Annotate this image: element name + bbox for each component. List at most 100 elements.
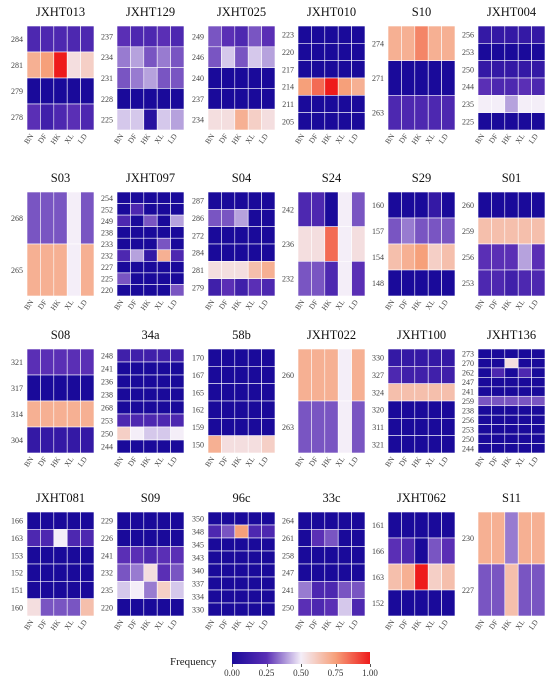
panel-title: 96c [232, 491, 251, 505]
heatmap-cell [116, 272, 131, 285]
heatmap-cell [387, 191, 402, 219]
row-label: 152 [372, 599, 384, 608]
panel-title: JXHT004 [487, 5, 537, 19]
column-label: DF [397, 455, 410, 468]
heatmap-cell [143, 25, 158, 48]
heatmap-cell [80, 103, 95, 131]
row-label: 273 [462, 350, 474, 359]
heatmap-cell [491, 60, 506, 79]
heatmap-cell [247, 550, 262, 565]
heatmap-cell [40, 400, 55, 428]
heatmap-cell [170, 214, 185, 227]
heatmap-cell [130, 25, 145, 48]
heatmap-cell [261, 576, 276, 591]
heatmap-cell [297, 261, 312, 297]
heatmap-cell [66, 598, 81, 617]
heatmap-cell [116, 108, 131, 131]
heatmap-cell [414, 217, 429, 245]
row-label: 237 [192, 95, 204, 104]
row-label: 238 [462, 406, 474, 415]
heatmap-cell [247, 366, 262, 384]
row-label: 311 [372, 423, 384, 432]
heatmap-cell [414, 366, 429, 384]
legend-tickmark [266, 664, 268, 667]
heatmap-cell [66, 546, 81, 565]
heatmap-cell [234, 400, 249, 419]
heatmap-cell [297, 581, 312, 599]
heatmap-cell [337, 348, 352, 402]
row-label: 232 [101, 569, 113, 578]
heatmap-cell [207, 511, 222, 526]
heatmap-cell [66, 348, 81, 376]
heatmap-cell [170, 400, 185, 415]
heatmap-cell [80, 529, 95, 547]
heatmap-cell [234, 226, 249, 245]
heatmap-cell [504, 395, 519, 407]
row-label: 163 [11, 534, 23, 543]
row-label: 244 [462, 444, 474, 453]
heatmap-cell [387, 435, 402, 454]
heatmap-cell [130, 191, 145, 204]
heatmap-cell [66, 563, 81, 582]
row-label: 166 [372, 547, 384, 556]
row-label: 248 [101, 352, 113, 361]
column-label: LD [437, 132, 450, 146]
heatmap-cell [40, 581, 55, 599]
row-label: 262 [462, 369, 474, 378]
row-label: 159 [192, 423, 204, 432]
panel-title: JXHT100 [397, 328, 446, 342]
row-label: 274 [372, 39, 384, 48]
heatmap-cell [221, 602, 236, 617]
legend-title: Frequency [170, 656, 217, 668]
heatmap-cell [66, 103, 81, 131]
heatmap-cell [156, 426, 171, 441]
heatmap-cell [221, 25, 236, 48]
heatmap-cell [427, 563, 442, 591]
heatmap-cell [401, 366, 416, 384]
heatmap-cell [504, 217, 519, 245]
row-label: 314 [11, 410, 23, 419]
column-label: LD [437, 618, 450, 632]
heatmap-cell [156, 581, 171, 599]
heatmap-cell [414, 400, 429, 419]
column-label: BN [22, 298, 36, 312]
heatmap-cell [337, 226, 352, 262]
heatmap-cell [170, 529, 185, 547]
heatmap-cell [247, 435, 262, 454]
column-label: HK [49, 455, 63, 470]
heatmap-cell [207, 366, 222, 384]
heatmap-cell [324, 43, 339, 61]
heatmap-cell [531, 443, 546, 454]
heatmap-cell [401, 563, 416, 591]
row-label: 258 [282, 551, 294, 560]
heatmap-cell [337, 400, 352, 454]
heatmap-cell [517, 43, 532, 61]
heatmap-cell [26, 511, 41, 530]
heatmap-cell [387, 589, 402, 617]
column-label: BN [293, 298, 307, 312]
heatmap-cell [324, 261, 339, 297]
heatmap-cell [414, 191, 429, 219]
heatmap-cell [207, 602, 222, 617]
heatmap-cell [156, 67, 171, 89]
panel-title: S04 [232, 171, 252, 185]
heatmap-cell [170, 511, 185, 530]
heatmap-cell [143, 249, 158, 262]
heatmap-cell [477, 60, 492, 79]
heatmap-cell [261, 261, 276, 279]
heatmap-cell [130, 400, 145, 415]
heatmap-cell [156, 400, 171, 415]
heatmap-cell [116, 426, 131, 441]
heatmap-cell [491, 95, 506, 113]
heatmap-cell [80, 348, 95, 376]
heatmap-cell [311, 511, 326, 530]
heatmap-cell [26, 191, 41, 245]
column-label: XL [243, 455, 256, 469]
heatmap-cell [491, 377, 506, 388]
heatmap-cell [441, 25, 456, 61]
column-label: XL [423, 455, 436, 469]
heatmap-cell [414, 25, 429, 61]
heatmap-cell [130, 203, 145, 216]
row-label: 226 [101, 534, 113, 543]
row-label: 229 [101, 517, 113, 526]
